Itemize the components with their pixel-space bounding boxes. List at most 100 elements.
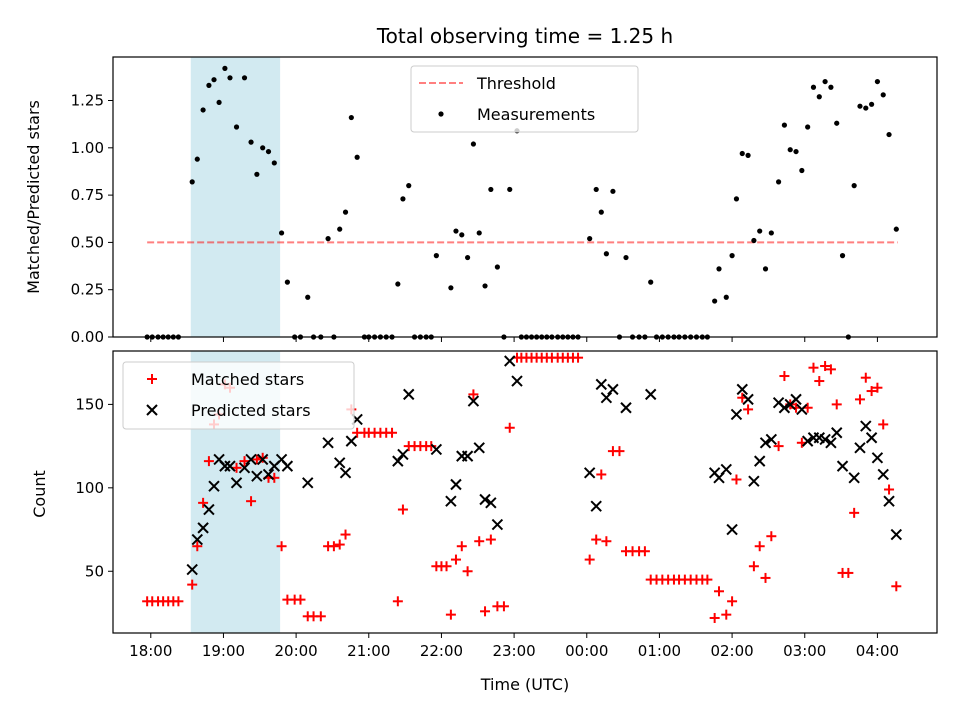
measurement-point [348, 114, 354, 121]
matched-star-point [825, 364, 836, 375]
predicted-star-point [825, 437, 837, 449]
measurement-point [799, 167, 805, 174]
matched-star-point [498, 601, 509, 612]
x-tick-label: 19:00 [202, 642, 245, 660]
measurement-point [623, 254, 629, 261]
measurement-point [712, 298, 718, 304]
measurement-point [448, 285, 454, 291]
predicted-star-point [759, 437, 772, 449]
matched-star-point [450, 554, 461, 565]
predicted-star-point [753, 455, 766, 467]
top-highlight-layer [190, 57, 281, 337]
matched-star-point [731, 474, 742, 485]
matched-star-point [754, 541, 765, 552]
predicted-star-point [730, 408, 743, 421]
matched-star-point [721, 609, 732, 620]
legend-predicted-swatch [146, 404, 158, 416]
measurement-point [337, 226, 343, 232]
matched-star-point [854, 394, 865, 405]
predicted-star-point [208, 480, 220, 492]
predicted-star-point [871, 452, 884, 464]
matched-star-point [820, 361, 831, 372]
predicted-star-point [726, 523, 738, 536]
predicted-star-point [256, 453, 269, 466]
measurement-point [241, 75, 248, 81]
measurement-point [227, 75, 233, 81]
predicted-star-point [801, 435, 814, 447]
matched-star-point [808, 362, 819, 373]
matched-star-point [441, 561, 452, 572]
measurement-point [810, 84, 817, 90]
x-tick-label: 02:00 [710, 642, 753, 660]
measurement-point [729, 253, 735, 259]
legend-matched-swatch [147, 374, 157, 384]
measurement-point [768, 230, 774, 236]
legend-matched-label: Matched stars [191, 370, 304, 389]
measurement-point [476, 230, 482, 236]
top-y-axis-label: Matched/Predicted stars [24, 100, 43, 294]
matched-star-point [843, 567, 854, 578]
predicted-star-point [224, 460, 236, 472]
matched-star-point [814, 376, 825, 387]
matched-star-point [709, 612, 720, 623]
bottom-legend-box [122, 361, 355, 430]
matched-star-point [426, 441, 437, 452]
matched-star-point [462, 566, 473, 577]
chart-title: Total observing time = 1.25 h [376, 24, 673, 48]
predicted-star-point [397, 448, 409, 461]
predicted-star-point [796, 403, 808, 416]
bottom-y-tick-label: 150 [75, 395, 104, 413]
measurement-point [893, 226, 899, 232]
top-legend-box [410, 65, 639, 133]
predicted-star-point [479, 493, 491, 506]
measurement-point [863, 105, 869, 111]
legend-predicted-label: Predicted stars [191, 401, 311, 420]
matched-star-point [866, 386, 877, 397]
matched-star-point [584, 554, 595, 565]
measurement-point [822, 78, 828, 85]
measurement-point [206, 82, 212, 88]
predicted-star-point [203, 503, 215, 516]
predicted-star-point [890, 528, 903, 541]
predicted-star-point [262, 468, 275, 481]
top-legend: Threshold Measurements [410, 65, 639, 133]
measurement-point [200, 107, 206, 113]
measurement-point [271, 160, 277, 166]
measurement-point [869, 101, 875, 107]
measurement-point [216, 99, 222, 106]
measurement-point [400, 196, 406, 202]
matched-star-point [891, 581, 902, 592]
measurement-point [488, 186, 494, 193]
predicted-star-point [450, 478, 462, 491]
top-panel: 0.00 0.25 0.50 0.75 1.00 1.25 Matched/Predict… [24, 56, 938, 346]
measurement-point [781, 122, 788, 128]
matched-star-point [397, 504, 408, 515]
top-y-tick-label: 1.25 [71, 92, 104, 110]
measurement-point [593, 186, 599, 193]
bottom-legend: Matched stars Predicted stars [122, 361, 355, 430]
x-axis-label: Time (UTC) [480, 675, 569, 694]
bottom-y-tick-label: 50 [85, 562, 104, 580]
predicted-star-point [467, 395, 480, 407]
matched-star-point [748, 561, 759, 572]
matched-star-point [295, 594, 306, 605]
matched-star-point [766, 531, 777, 542]
matched-star-point [173, 596, 184, 607]
measurement-point [284, 279, 290, 285]
top-y-tick-label: 0.50 [71, 233, 104, 251]
legend-measurements-label: Measurements [477, 105, 595, 124]
matched-star-point [591, 534, 602, 545]
measurement-point [233, 124, 240, 130]
measurement-point [211, 77, 217, 83]
matched-star-point [773, 441, 784, 452]
predicted-star-point [836, 460, 849, 472]
measurement-point [880, 92, 886, 98]
measurement-point [787, 147, 793, 153]
predicted-star-point [339, 467, 352, 479]
measurement-point [254, 171, 260, 177]
measurement-point [354, 154, 360, 160]
predicted-star-point [790, 393, 802, 406]
measurement-point [834, 120, 840, 126]
matched-star-point [480, 606, 491, 617]
matched-star-point [334, 539, 345, 550]
